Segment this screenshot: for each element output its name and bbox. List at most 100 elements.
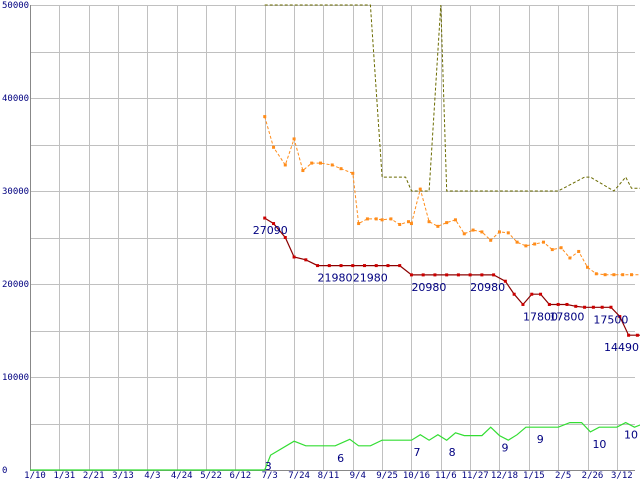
data-point-price: [609, 305, 613, 309]
x-tick-label: 4/3: [144, 471, 160, 480]
x-tick-label: 11/27: [462, 471, 489, 480]
data-point-avg: [365, 217, 369, 221]
x-tick-label: 3/13: [112, 471, 134, 480]
data-point-price: [456, 273, 460, 277]
data-point-price: [565, 302, 569, 306]
count-data-label: 9: [501, 442, 508, 455]
data-point-avg: [489, 238, 493, 242]
data-point-avg: [310, 161, 314, 165]
data-point-avg: [559, 246, 563, 250]
data-point-price: [421, 273, 425, 277]
data-point-price: [304, 258, 308, 262]
data-point-price: [547, 302, 551, 306]
data-point-price: [574, 304, 578, 308]
data-point-avg: [272, 145, 276, 149]
data-point-avg: [453, 218, 457, 222]
data-point-avg: [330, 163, 334, 167]
data-point-avg: [497, 230, 501, 234]
count-data-label: 10: [592, 438, 606, 451]
data-point-avg: [462, 232, 466, 236]
series-line-max: [264, 4, 640, 192]
x-tick-label: 2/26: [582, 471, 604, 480]
data-point-price: [492, 273, 496, 277]
data-point-avg: [594, 272, 598, 276]
x-tick-label: 7/3: [262, 471, 278, 480]
count-data-label: 9: [537, 433, 544, 446]
x-tick-label: 11/6: [435, 471, 457, 480]
data-point-avg: [621, 273, 625, 277]
data-point-avg: [506, 231, 510, 235]
x-tick-label: 2/5: [555, 471, 571, 480]
data-point-avg: [533, 242, 537, 246]
price-data-label: 20980: [411, 281, 446, 294]
data-point-avg: [409, 222, 413, 226]
x-tick-label: 6/12: [230, 471, 252, 480]
count-data-label: 6: [337, 452, 344, 465]
y-tick-label: 40000: [2, 94, 29, 104]
data-point-price: [600, 305, 604, 309]
y-tick-label: 30000: [2, 187, 29, 197]
price-data-label: 17800: [523, 310, 558, 323]
y-tick-label: 10000: [2, 373, 29, 383]
data-point-price: [263, 216, 267, 220]
x-tick-label: 1/31: [53, 471, 75, 480]
data-point-avg: [263, 115, 267, 119]
data-point-price: [618, 315, 622, 319]
series-layer: [30, 4, 640, 471]
data-point-avg: [550, 248, 554, 252]
data-point-price: [583, 305, 587, 309]
data-point-price: [351, 264, 355, 268]
data-point-price: [521, 302, 525, 306]
data-point-avg: [398, 222, 402, 226]
price-data-label: 14490: [604, 341, 639, 354]
x-tick-label: 3/12: [611, 471, 633, 480]
data-point-price: [292, 255, 296, 259]
count-data-label: 8: [449, 446, 456, 459]
data-point-avg: [389, 217, 393, 221]
data-point-avg: [568, 256, 572, 260]
data-point-price: [339, 264, 343, 268]
data-point-avg: [407, 220, 411, 224]
data-point-price: [386, 264, 390, 268]
data-point-price: [409, 273, 413, 277]
x-tick-label: 5/22: [200, 471, 222, 480]
data-point-price: [556, 302, 560, 306]
price-data-label: 21980: [318, 272, 353, 285]
data-point-price: [591, 305, 595, 309]
data-point-avg: [577, 249, 581, 253]
data-point-avg: [374, 217, 378, 221]
x-tick-label: 1/10: [24, 471, 46, 480]
data-point-avg: [418, 187, 422, 191]
data-point-avg: [301, 169, 305, 173]
x-tick-label: 8/11: [318, 471, 340, 480]
x-tick-label: 10/16: [403, 471, 430, 480]
data-point-avg: [427, 220, 431, 224]
data-point-price: [480, 273, 484, 277]
count-data-label: 3: [265, 460, 272, 473]
data-point-avg: [351, 171, 355, 175]
data-point-avg: [524, 244, 528, 248]
data-point-avg: [480, 230, 484, 234]
y-tick-label: 20000: [2, 280, 29, 290]
x-tick-label: 9/4: [350, 471, 366, 480]
data-point-price: [503, 279, 507, 283]
data-point-avg: [612, 273, 616, 277]
data-point-price: [627, 333, 631, 337]
data-point-avg: [436, 224, 440, 228]
count-data-label: 7: [413, 446, 420, 459]
x-tick-label: 7/24: [288, 471, 310, 480]
data-point-price: [283, 236, 287, 239]
x-tick-label: 2/21: [83, 471, 105, 480]
data-point-avg: [515, 240, 519, 244]
price-data-label: 21980: [353, 272, 388, 285]
data-point-avg: [357, 222, 361, 226]
data-point-price: [374, 264, 378, 268]
data-point-avg: [380, 218, 384, 222]
price-data-label: 17500: [593, 313, 628, 326]
price-data-label: 27090: [253, 224, 288, 237]
data-point-price: [433, 273, 437, 277]
data-point-price: [530, 292, 534, 296]
